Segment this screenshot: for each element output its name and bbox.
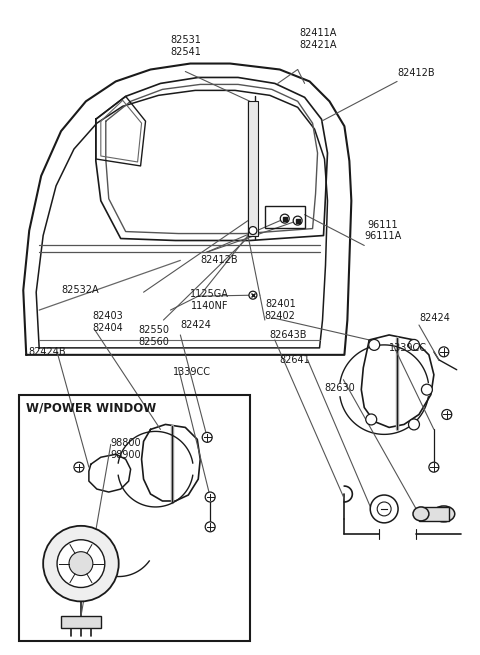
Text: 1339CC: 1339CC — [389, 343, 427, 353]
Circle shape — [369, 339, 380, 350]
Text: 96111
96111A: 96111 96111A — [364, 220, 402, 241]
Text: 82411A
82421A: 82411A 82421A — [300, 28, 337, 50]
Bar — [248, 102, 258, 236]
Text: 82641: 82641 — [279, 355, 310, 365]
Ellipse shape — [413, 507, 429, 521]
Circle shape — [74, 462, 84, 472]
Circle shape — [439, 347, 449, 357]
Circle shape — [249, 291, 257, 299]
Bar — [419, 507, 449, 521]
Bar — [61, 616, 101, 628]
Ellipse shape — [433, 506, 455, 522]
Bar — [19, 394, 250, 641]
Circle shape — [370, 495, 398, 523]
Circle shape — [408, 339, 420, 350]
Circle shape — [293, 216, 302, 225]
Circle shape — [202, 432, 212, 442]
Circle shape — [57, 540, 105, 588]
Text: 82403
82404: 82403 82404 — [93, 311, 124, 333]
Bar — [265, 206, 305, 227]
Circle shape — [429, 462, 439, 472]
Circle shape — [205, 522, 215, 532]
Text: 1125GA
1140NF: 1125GA 1140NF — [190, 290, 229, 311]
Circle shape — [377, 502, 391, 516]
Circle shape — [408, 419, 420, 430]
Text: 82412B: 82412B — [397, 69, 435, 79]
Text: 1339CC: 1339CC — [173, 367, 211, 377]
Circle shape — [249, 227, 257, 234]
Text: 82424B: 82424B — [28, 347, 66, 357]
Text: 82401
82402: 82401 82402 — [265, 299, 296, 321]
Circle shape — [280, 214, 289, 223]
Text: 82424: 82424 — [419, 313, 450, 323]
Text: 82531
82541: 82531 82541 — [170, 35, 201, 56]
Circle shape — [69, 552, 93, 576]
Text: 98800
98900: 98800 98900 — [111, 438, 142, 460]
Text: W/POWER WINDOW: W/POWER WINDOW — [26, 401, 156, 414]
Circle shape — [43, 526, 119, 601]
Text: 82630: 82630 — [324, 383, 355, 393]
Circle shape — [442, 409, 452, 419]
Circle shape — [205, 492, 215, 502]
Text: 82412B: 82412B — [200, 255, 238, 265]
Circle shape — [366, 414, 377, 425]
Text: 82643B: 82643B — [270, 330, 307, 340]
Circle shape — [421, 384, 432, 395]
Text: 82532A: 82532A — [61, 285, 99, 295]
Text: 82424: 82424 — [180, 320, 211, 330]
Text: 82550
82560: 82550 82560 — [138, 325, 169, 346]
